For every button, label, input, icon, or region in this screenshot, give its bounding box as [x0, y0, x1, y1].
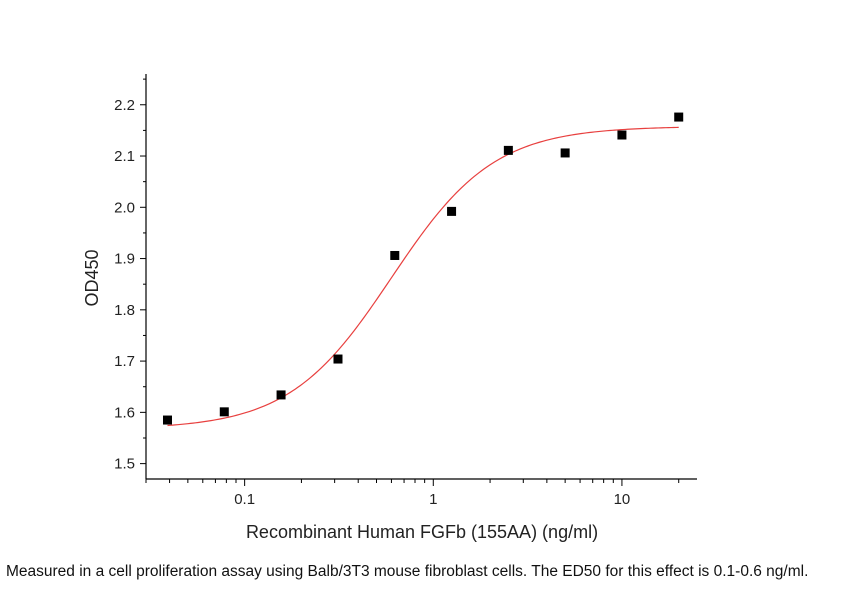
fit-curve [167, 126, 679, 427]
dose-response-chart: 1.5 1.6 1.7 1.8 1.9 2.0 2.1 2.2 0.1 1 10 Recombina… [82, 74, 697, 542]
y-tick-label: 2.2 [114, 97, 135, 114]
points-layer [162, 112, 684, 425]
x-tick-label: 1 [429, 491, 437, 508]
y-tick-label: 2.1 [114, 148, 135, 165]
data-point [674, 112, 684, 122]
data-point [219, 407, 229, 417]
data-point [276, 390, 286, 400]
axes: 1.5 1.6 1.7 1.8 1.9 2.0 2.1 2.2 0.1 1 10 [114, 74, 697, 508]
fit-layer [167, 126, 679, 427]
y-tick-label: 2.0 [114, 199, 135, 216]
figure-caption: Measured in a cell proliferation assay u… [6, 563, 809, 580]
y-tick-label: 1.6 [114, 404, 135, 421]
x-tick-label: 10 [614, 491, 631, 508]
x-axis-title: Recombinant Human FGFb (155AA) (ng/ml) [246, 522, 598, 542]
data-point [162, 415, 172, 425]
data-point [503, 145, 513, 155]
data-point [560, 148, 570, 158]
data-point [390, 250, 400, 260]
y-tick-label: 1.5 [114, 456, 135, 473]
data-point [447, 206, 457, 216]
y-axis-title: OD450 [82, 249, 102, 306]
data-point [617, 130, 627, 140]
y-tick-label: 1.9 [114, 251, 135, 268]
y-tick-label: 1.7 [114, 353, 135, 370]
y-tick-label: 1.8 [114, 302, 135, 319]
data-point [333, 354, 343, 364]
x-tick-label: 0.1 [234, 491, 255, 508]
